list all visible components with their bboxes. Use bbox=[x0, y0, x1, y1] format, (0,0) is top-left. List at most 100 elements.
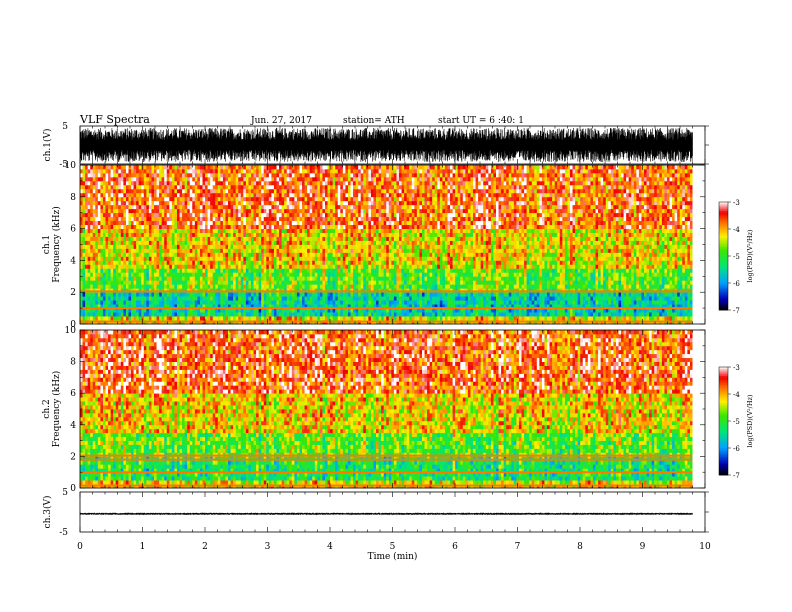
spectrogram-cell bbox=[228, 220, 231, 226]
spectrogram-cell bbox=[156, 264, 160, 269]
spectrogram-cell bbox=[115, 264, 119, 269]
spectrogram-cell bbox=[92, 304, 96, 309]
spectrogram-cell bbox=[166, 192, 170, 198]
spectrogram-cell bbox=[141, 200, 145, 206]
spectrogram-cell bbox=[154, 300, 157, 305]
spectrogram-cell bbox=[345, 316, 349, 321]
spectrogram-cell bbox=[174, 188, 178, 194]
spectrogram-cell bbox=[143, 192, 147, 198]
spectrogram-cell bbox=[205, 232, 208, 237]
spectrogram-cell bbox=[151, 180, 155, 186]
spectrogram-cell bbox=[263, 224, 267, 230]
spectrogram-cell bbox=[307, 256, 311, 261]
spectrogram-cell bbox=[166, 244, 170, 249]
spectrogram-cell bbox=[154, 200, 157, 206]
spectrogram-cell bbox=[386, 172, 390, 178]
spectrogram-cell bbox=[248, 244, 252, 249]
spectrogram-cell bbox=[148, 208, 152, 214]
spectrogram-cell bbox=[381, 232, 385, 237]
spectrogram-cell bbox=[240, 172, 244, 178]
spectrogram-cell bbox=[194, 268, 198, 273]
spectrogram-cell bbox=[258, 165, 262, 170]
spectrogram-cell bbox=[393, 192, 397, 198]
spectrogram-cell bbox=[340, 252, 344, 257]
spectrogram-cell bbox=[92, 260, 96, 265]
spectrogram-cell bbox=[138, 176, 142, 182]
spectrogram-cell bbox=[187, 165, 191, 170]
spectrogram-cell bbox=[381, 188, 385, 194]
spectrogram-cell bbox=[360, 264, 364, 269]
spectrogram-cell bbox=[258, 292, 262, 297]
spectrogram-cell bbox=[302, 168, 305, 174]
spectrogram-cell bbox=[365, 300, 369, 305]
spectrogram-cell bbox=[258, 204, 262, 210]
spectrogram-cell bbox=[261, 304, 265, 309]
spectrogram-cell bbox=[92, 276, 96, 281]
spectrogram-cell bbox=[307, 216, 311, 222]
spectrogram-cell bbox=[296, 224, 300, 230]
spectrogram-cell bbox=[256, 272, 260, 277]
spectrogram-cell bbox=[92, 248, 96, 253]
spectrogram-cell bbox=[268, 172, 272, 178]
spectrogram-cell bbox=[217, 268, 221, 273]
spectrogram-cell bbox=[151, 176, 155, 182]
spectrogram-cell bbox=[151, 272, 155, 277]
spectrogram-cell bbox=[279, 240, 283, 245]
spectrogram-cell bbox=[118, 236, 122, 241]
spectrogram-cell bbox=[194, 228, 198, 233]
spectrogram-cell bbox=[281, 196, 285, 202]
spectrogram-cell bbox=[169, 308, 173, 313]
spectrogram-cell bbox=[347, 244, 351, 249]
spectrogram-cell bbox=[253, 244, 257, 249]
spectrogram-cell bbox=[179, 212, 183, 218]
spectrogram-cell bbox=[222, 256, 226, 261]
spectrogram-cell bbox=[248, 228, 252, 233]
spectrogram-cell bbox=[108, 264, 112, 269]
spectrogram-cell bbox=[355, 296, 359, 301]
spectrogram-cell bbox=[294, 296, 298, 301]
spectrogram-cell bbox=[332, 252, 336, 257]
spectrogram-cell bbox=[363, 184, 367, 190]
spectrogram-cell bbox=[332, 224, 336, 230]
spectrogram-cell bbox=[312, 248, 316, 253]
spectrogram-cell bbox=[199, 196, 203, 202]
spectrogram-cell bbox=[330, 188, 334, 194]
spectrogram-cell bbox=[304, 188, 308, 194]
spectrogram-cell bbox=[383, 172, 387, 178]
spectrogram-cell bbox=[302, 240, 305, 245]
spectrogram-cell bbox=[281, 256, 285, 261]
spectrogram-cell bbox=[156, 316, 160, 321]
spectrogram-cell bbox=[176, 244, 180, 249]
spectrogram-cell bbox=[210, 216, 214, 222]
spectrogram-cell bbox=[388, 165, 392, 170]
spectrogram-cell bbox=[235, 212, 239, 218]
spectrogram-cell bbox=[276, 252, 280, 257]
spectrogram-cell bbox=[281, 165, 285, 170]
spectrogram-cell bbox=[273, 260, 277, 265]
spectrogram-cell bbox=[120, 216, 124, 222]
spectrogram-cell bbox=[263, 304, 267, 309]
spectrogram-cell bbox=[115, 172, 119, 178]
spectrogram-cell bbox=[268, 312, 272, 317]
spectrogram-cell bbox=[393, 200, 397, 206]
spectrogram-cell bbox=[128, 248, 132, 253]
spectrogram-cell bbox=[171, 172, 175, 178]
spectrogram-cell bbox=[146, 240, 150, 245]
spectrogram-cell bbox=[391, 236, 395, 241]
spectrogram-cell bbox=[125, 304, 129, 309]
spectrogram-cell bbox=[396, 260, 400, 265]
spectrogram-cell bbox=[179, 260, 183, 265]
spectrogram-cell bbox=[230, 248, 234, 253]
spectrogram-cell bbox=[92, 168, 96, 174]
spectrogram-cell bbox=[100, 304, 104, 309]
spectrogram-cell bbox=[373, 180, 377, 186]
spectrogram-cell bbox=[383, 232, 387, 237]
spectrogram-cell bbox=[156, 312, 160, 317]
spectrogram-cell bbox=[156, 268, 160, 273]
spectrogram-cell bbox=[161, 180, 165, 186]
spectrogram-cell bbox=[248, 280, 252, 285]
spectrogram-cell bbox=[171, 208, 175, 214]
spectrogram-cell bbox=[87, 232, 91, 237]
spectrogram-cell bbox=[299, 296, 303, 301]
ch1-waveform-panel bbox=[79, 127, 693, 163]
